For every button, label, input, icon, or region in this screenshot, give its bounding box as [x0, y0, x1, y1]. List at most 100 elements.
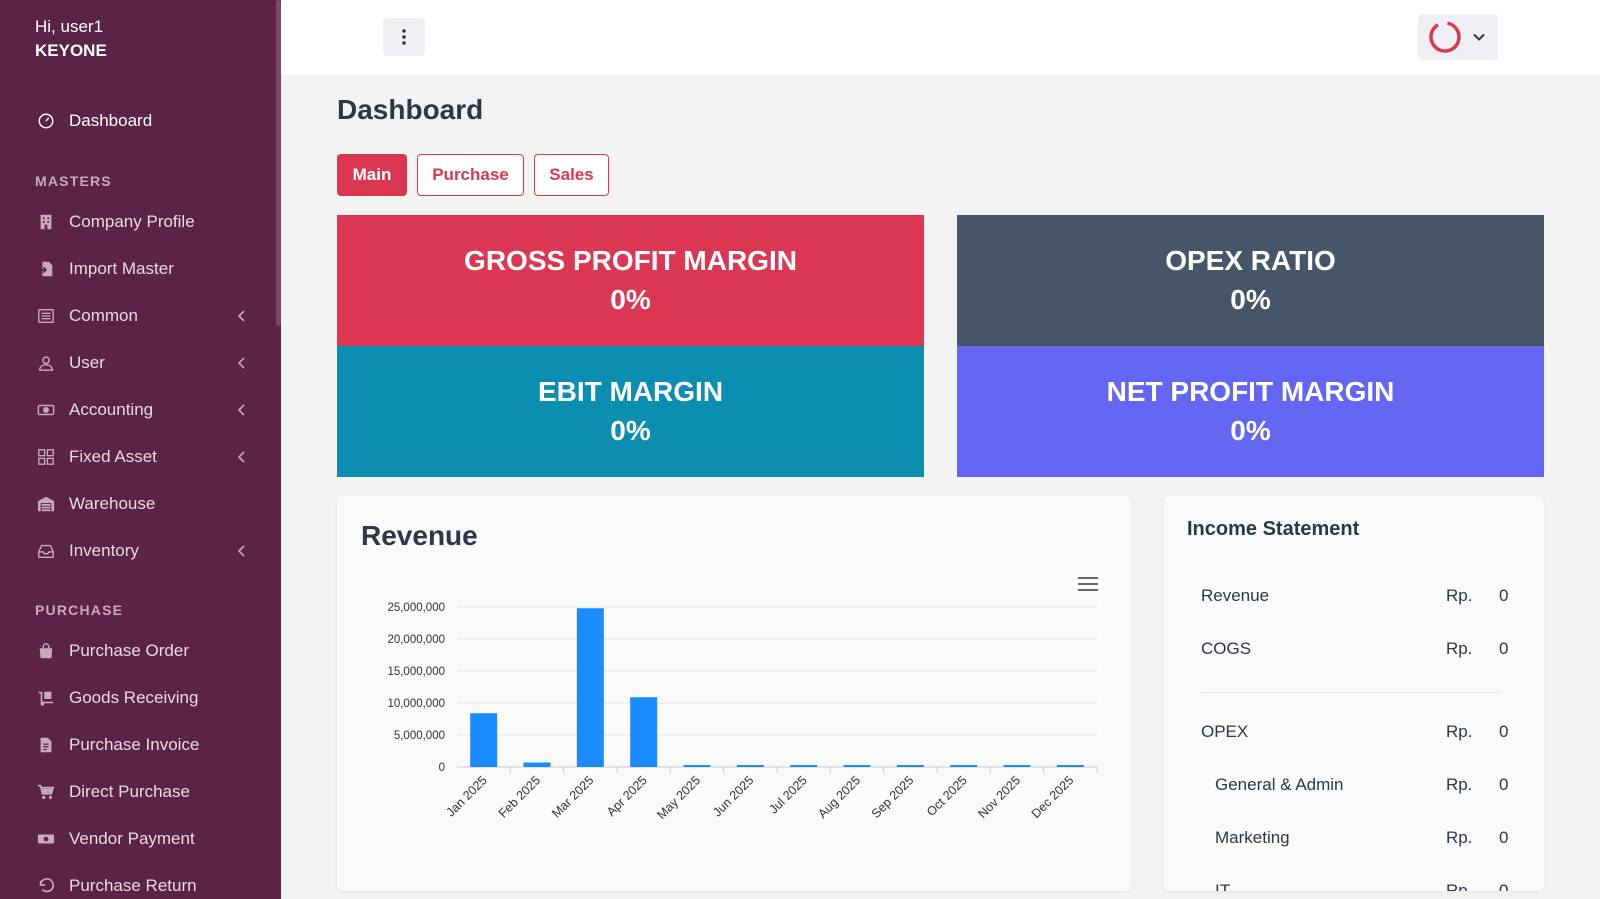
- x-tick-label: Nov 2025: [975, 773, 1023, 821]
- income-row-value: 0: [1499, 722, 1509, 741]
- sidebar-item-import-master[interactable]: Import Master: [35, 254, 260, 284]
- income-row-currency: Rp.: [1446, 586, 1473, 605]
- money-bill-icon: [35, 399, 57, 421]
- tab-purchase[interactable]: Purchase: [417, 154, 524, 196]
- sidebar-item-vendor-payment[interactable]: Vendor Payment: [35, 824, 260, 854]
- file-import-icon: [35, 258, 57, 280]
- user-menu-button[interactable]: [1418, 14, 1498, 60]
- x-tick-label: Apr 2025: [604, 773, 650, 819]
- bar[interactable]: [683, 765, 711, 767]
- dolly-icon: [35, 687, 57, 709]
- shopping-bag-icon: [35, 640, 57, 662]
- bar[interactable]: [523, 762, 551, 767]
- chevron-left-icon: [237, 357, 245, 369]
- income-row-label: OPEX: [1201, 722, 1249, 741]
- y-tick-label: 25,000,000: [387, 602, 445, 614]
- income-divider: [1201, 692, 1501, 693]
- income-row-currency: Rp.: [1446, 722, 1473, 741]
- bar[interactable]: [576, 608, 604, 767]
- more-menu-button[interactable]: [383, 18, 425, 56]
- y-tick-label: 10,000,000: [387, 698, 445, 710]
- y-tick-label: 0: [439, 762, 445, 774]
- revenue-chart: 0 5,000,000 10,000,000 15,000,000 20,000,000…: [387, 602, 1098, 822]
- gauge-icon: [35, 110, 57, 132]
- x-tick-label: Feb 2025: [496, 773, 543, 820]
- bar[interactable]: [950, 765, 978, 767]
- income-statement-title: Income Statement: [1187, 518, 1360, 540]
- sidebar-item-user[interactable]: User: [35, 348, 260, 378]
- kpi-title: OPEX RATIO: [1165, 244, 1336, 276]
- list-icon: [35, 305, 57, 327]
- sidebar-scrollbar[interactable]: [276, 0, 281, 326]
- sidebar-item-goods-receiving[interactable]: Goods Receiving: [35, 683, 260, 713]
- x-tick-label: Oct 2025: [924, 773, 970, 819]
- income-row-currency: Rp.: [1446, 775, 1473, 794]
- bar[interactable]: [843, 765, 871, 767]
- kpi-title: EBIT MARGIN: [537, 375, 724, 407]
- income-row-value: 0: [1499, 828, 1509, 847]
- sidebar-item-label: Import Master: [69, 259, 174, 278]
- sidebar-item-purchase-order[interactable]: Purchase Order: [35, 636, 260, 666]
- x-tick-label: Dec 2025: [1029, 773, 1077, 821]
- grid-icon: [35, 446, 57, 468]
- kpi-title: NET PROFIT MARGIN: [1106, 375, 1395, 407]
- income-row-value: 0: [1499, 586, 1509, 605]
- income-row-value: 0: [1499, 775, 1509, 794]
- inbox-icon: [35, 540, 57, 562]
- income-row-marketing: Marketing Rp. 0: [1164, 828, 1544, 852]
- sidebar-item-accounting[interactable]: Accounting: [35, 395, 260, 425]
- income-row-label: COGS: [1201, 639, 1252, 658]
- y-tick-label: 5,000,000: [394, 730, 445, 742]
- bar[interactable]: [736, 765, 764, 767]
- kpi-title: GROSS PROFIT MARGIN: [464, 244, 797, 276]
- sidebar-item-direct-purchase[interactable]: Direct Purchase: [35, 777, 260, 807]
- bar[interactable]: [630, 697, 658, 767]
- sidebar-item-warehouse[interactable]: Warehouse: [35, 489, 260, 519]
- sidebar-item-fixed-asset[interactable]: Fixed Asset: [35, 442, 260, 472]
- undo-icon: [35, 875, 57, 897]
- sidebar-item-label: Fixed Asset: [69, 447, 157, 466]
- sidebar-item-label: Direct Purchase: [69, 782, 190, 801]
- sidebar-item-label: User: [69, 353, 105, 372]
- bar[interactable]: [470, 713, 498, 767]
- x-tick-label: Jul 2025: [766, 773, 809, 816]
- income-row-label: Revenue: [1201, 586, 1270, 605]
- income-row-currency: Rp.: [1446, 881, 1473, 891]
- sidebar-item-purchase-return[interactable]: Purchase Return: [35, 871, 260, 899]
- sidebar-item-common[interactable]: Common: [35, 301, 260, 331]
- income-row-label: General & Admin: [1215, 775, 1344, 794]
- chevron-left-icon: [237, 451, 245, 463]
- x-tick-label: Jun 2025: [710, 773, 756, 819]
- sidebar-item-inventory[interactable]: Inventory: [35, 536, 260, 566]
- sidebar-item-label: Purchase Return: [69, 876, 197, 895]
- sidebar-item-label: Purchase Order: [69, 641, 189, 660]
- user-icon: [35, 352, 57, 374]
- kpi-net-profit-margin: NET PROFIT MARGIN 0%: [957, 346, 1544, 477]
- warehouse-icon: [35, 493, 57, 515]
- chart-menu-icon[interactable]: [1077, 576, 1099, 592]
- sidebar-item-purchase-invoice[interactable]: Purchase Invoice: [35, 730, 260, 760]
- bar[interactable]: [896, 765, 924, 767]
- income-row-currency: Rp.: [1446, 828, 1473, 847]
- income-row-revenue: Revenue Rp. 0: [1164, 586, 1544, 610]
- bar[interactable]: [790, 765, 818, 767]
- kpi-value: 0%: [1230, 414, 1271, 446]
- bar[interactable]: [1056, 765, 1084, 767]
- tab-main[interactable]: Main: [337, 154, 407, 196]
- income-row-cogs: COGS Rp. 0: [1164, 639, 1544, 663]
- company-name: KEYONE: [35, 41, 107, 60]
- sidebar-item-company-profile[interactable]: Company Profile: [35, 207, 260, 237]
- y-tick-label: 15,000,000: [387, 666, 445, 678]
- income-row-general-admin: General & Admin Rp. 0: [1164, 775, 1544, 799]
- sidebar-item-label: Goods Receiving: [69, 688, 199, 707]
- x-tick-label: Mar 2025: [549, 773, 596, 820]
- tab-sales[interactable]: Sales: [534, 154, 609, 196]
- top-bar: [281, 0, 1600, 75]
- income-row-label: Marketing: [1215, 828, 1290, 847]
- income-row-opex: OPEX Rp. 0: [1164, 722, 1544, 746]
- income-row-currency: Rp.: [1446, 639, 1473, 658]
- bar[interactable]: [1003, 765, 1031, 767]
- kpi-ebit-margin: EBIT MARGIN 0%: [337, 346, 924, 477]
- x-tick-label: Sep 2025: [869, 773, 917, 821]
- sidebar-item-dashboard[interactable]: Dashboard: [35, 106, 260, 136]
